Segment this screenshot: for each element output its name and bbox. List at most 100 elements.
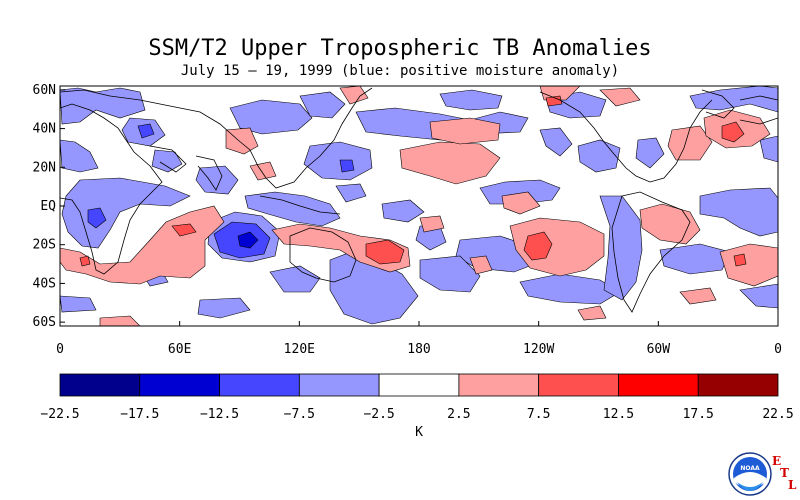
red-core xyxy=(545,95,563,107)
logo-sea xyxy=(737,482,763,491)
europe-coast xyxy=(739,95,778,125)
blue-region xyxy=(151,149,183,173)
longitude-axis: 0 60E 120E 180 120W 60W 0 xyxy=(56,321,782,357)
lat-label: 40S xyxy=(33,276,56,291)
red-region xyxy=(419,215,445,233)
colorbar-tick-label: −7.5 xyxy=(284,407,315,422)
blue-core xyxy=(87,207,107,229)
coastlines xyxy=(60,87,778,313)
colorbar-tick-label: 2.5 xyxy=(447,407,470,422)
colorbar-swatch xyxy=(298,373,380,397)
blue-region xyxy=(60,139,99,173)
colorbar-tick-label: 7.5 xyxy=(527,407,550,422)
red-core xyxy=(523,231,553,261)
blue-peak xyxy=(237,231,259,249)
blue-region xyxy=(699,187,778,237)
red-region xyxy=(679,287,717,305)
eurasia-coast xyxy=(60,87,373,189)
blue-region xyxy=(61,177,191,249)
blue-region xyxy=(439,89,503,111)
logo-org: NOAA xyxy=(740,465,760,472)
lon-label: 60E xyxy=(168,342,191,357)
lat-label: 60S xyxy=(33,315,56,330)
red-region xyxy=(577,305,607,321)
blue-region xyxy=(60,295,97,313)
red-region xyxy=(719,243,778,287)
lat-label: 20S xyxy=(33,238,56,253)
red-core xyxy=(79,255,91,267)
lat-label: 20N xyxy=(33,160,56,175)
colorbar-swatch xyxy=(59,373,141,397)
lat-label: 60N xyxy=(33,83,56,98)
colorbar-swatch xyxy=(697,373,779,397)
red-region xyxy=(249,161,277,181)
colorbar-tick-label: −2.5 xyxy=(363,407,394,422)
red-core xyxy=(365,239,405,265)
colorbar-swatch xyxy=(139,373,220,397)
colorbar-tick-label: 22.5 xyxy=(762,407,793,422)
red-core xyxy=(171,223,197,237)
red-core xyxy=(721,121,745,143)
colorbar-swatch xyxy=(378,373,460,397)
logo-bird xyxy=(734,472,766,488)
blue-region xyxy=(759,135,778,163)
blue-region xyxy=(269,265,321,293)
blue-region xyxy=(739,283,778,309)
lon-label: 120E xyxy=(284,342,315,357)
red-region xyxy=(539,86,581,101)
red-region xyxy=(225,127,259,155)
red-region xyxy=(99,315,141,326)
map-area xyxy=(60,86,778,326)
lon-label: 60W xyxy=(647,342,671,357)
blue-region xyxy=(197,297,251,319)
india-coast xyxy=(195,155,223,191)
blue-region xyxy=(335,183,367,203)
colorbar-tick-label: −17.5 xyxy=(120,407,159,422)
blue-region xyxy=(599,195,643,301)
blue-region xyxy=(419,255,481,293)
lon-label: 120W xyxy=(523,342,554,357)
chart-subtitle: July 15 – 19, 1999 (blue: positive moist… xyxy=(180,63,620,79)
colorbar-swatch xyxy=(538,373,619,397)
blue-region xyxy=(539,127,573,157)
red-region xyxy=(667,125,713,161)
colorbar-unit: K xyxy=(415,425,423,440)
colorbar-tick-label: −12.5 xyxy=(200,407,239,422)
colorbar: −22.5 −17.5 −12.5 −7.5 −2.5 2.5 7.5 12.5 17.5 22.… xyxy=(40,373,794,422)
lon-label: 0 xyxy=(56,342,64,357)
blue-anomaly-peaks xyxy=(237,231,259,249)
etl-letter-l: L xyxy=(788,478,797,492)
red-region xyxy=(339,86,369,105)
blue-region xyxy=(303,141,373,181)
blue-region xyxy=(479,179,561,205)
arabia-coast xyxy=(149,145,187,173)
blue-region xyxy=(244,191,341,227)
lat-label: 40N xyxy=(33,122,56,137)
etl-letter-t: T xyxy=(780,466,789,480)
blue-region xyxy=(519,273,621,305)
blue-region xyxy=(381,199,425,223)
blue-region xyxy=(659,243,731,275)
colorbar-swatch xyxy=(458,373,540,397)
colorbar-tick-label: −22.5 xyxy=(40,407,79,422)
colorbar-swatch xyxy=(219,373,300,397)
blue-region xyxy=(60,87,146,125)
red-region xyxy=(429,117,501,145)
north-america-coast xyxy=(539,91,713,183)
latitude-axis: 60N 40N 20N EQ 20S 40S 60S xyxy=(33,83,65,330)
south-america-coast xyxy=(611,191,691,313)
blue-region xyxy=(195,165,239,195)
red-region xyxy=(469,255,493,275)
africa-coast xyxy=(60,103,163,275)
indonesia-coast xyxy=(259,195,341,215)
australia-coast xyxy=(289,227,357,283)
colorbar-swatch xyxy=(618,373,699,397)
blue-core xyxy=(137,123,155,139)
etl-letter-e: E xyxy=(772,454,782,468)
red-anomaly-regions xyxy=(60,86,778,326)
colorbar-tick-label: 12.5 xyxy=(603,407,634,422)
blue-region xyxy=(299,91,346,119)
lat-label: EQ xyxy=(40,199,56,214)
blue-anomaly-regions xyxy=(60,86,778,325)
